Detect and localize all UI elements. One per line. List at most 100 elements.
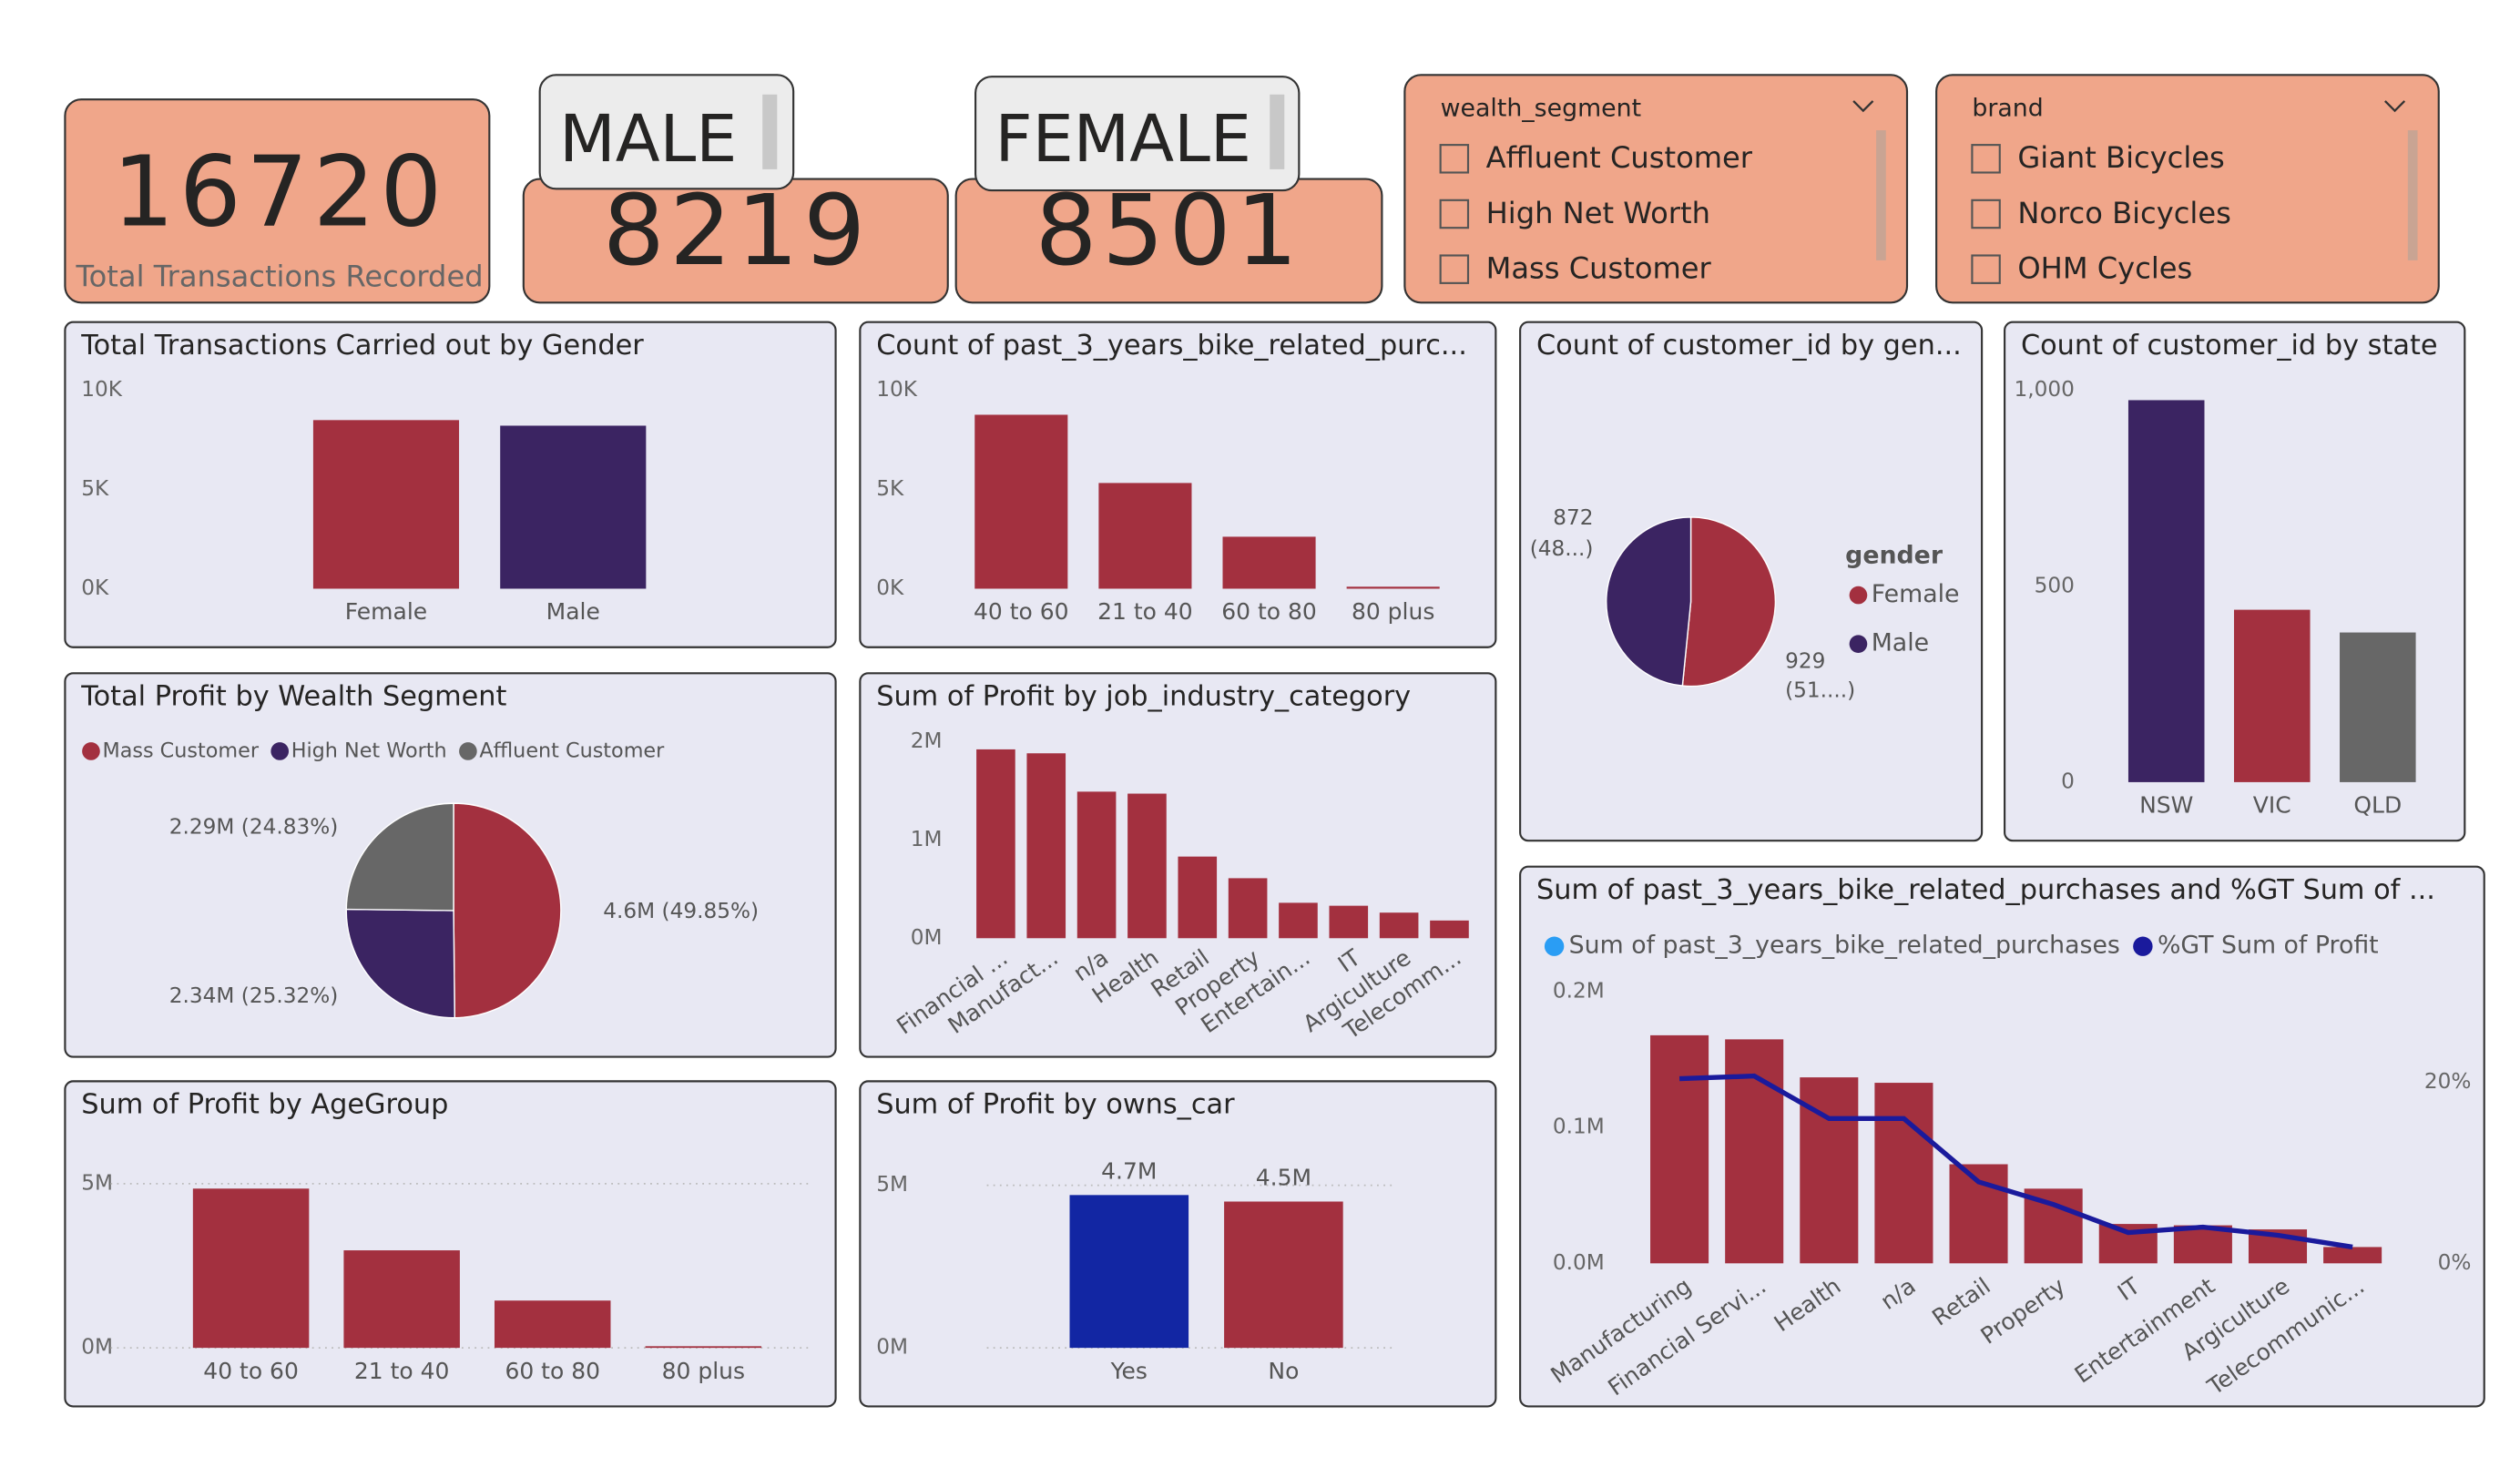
bar	[2340, 632, 2416, 782]
bar	[1127, 793, 1167, 939]
slicer-title: brand	[1972, 94, 2043, 122]
legend-marker	[459, 742, 477, 760]
checkbox[interactable]	[1971, 254, 2001, 284]
data-label: 4.5M	[1256, 1164, 1311, 1190]
y-tick-label: 500	[2035, 573, 2075, 597]
bar	[1228, 878, 1268, 939]
bar	[1098, 483, 1192, 589]
y-tick-label: 0	[2061, 769, 2075, 793]
bar	[500, 425, 647, 589]
y-tick-label: 10K	[876, 377, 918, 402]
slicer-item[interactable]: High Net Worth	[1486, 196, 1710, 230]
bar	[645, 1346, 762, 1349]
y-tick-label: 10K	[81, 377, 123, 402]
card-value: 8219	[603, 175, 871, 288]
y-tick-label: 0K	[81, 576, 109, 600]
line	[1678, 1073, 2353, 1250]
pie-slice	[1606, 516, 1692, 687]
data-label: 929	[1785, 648, 1825, 673]
slicer-item[interactable]: OHM Cycles	[2017, 251, 2192, 286]
slicer-item[interactable]: Norco Bicycles	[2017, 196, 2230, 230]
x-tick-label: VIC	[2253, 792, 2291, 819]
bar	[343, 1250, 460, 1349]
legend-label: Mass Customer	[102, 739, 259, 762]
x-tick-label: Male	[546, 598, 600, 625]
pie-slice	[345, 908, 455, 1019]
slicer-item[interactable]: Affluent Customer	[1486, 140, 1753, 175]
slicer-item[interactable]: Giant Bicycles	[2017, 140, 2224, 175]
bar	[1430, 920, 1469, 939]
chart-title: Count of past_3_years_bike_related_purc.…	[876, 330, 1467, 362]
pie-slice	[1681, 516, 1777, 688]
y-tick-label: 0.2M	[1553, 979, 1605, 1004]
bar	[1178, 856, 1218, 939]
scroll	[1270, 94, 1285, 169]
legend-marker	[1849, 635, 1868, 653]
chart-title: Sum of past_3_years_bike_related_purchas…	[1536, 874, 2435, 906]
data-label: 872	[1553, 505, 1593, 530]
checkbox[interactable]	[1971, 199, 2001, 229]
x-tick-label: 80 plus	[662, 1358, 745, 1384]
x-tick-label: NSW	[2139, 792, 2193, 819]
legend-label: High Net Worth	[291, 739, 447, 762]
checkbox[interactable]	[1971, 144, 2001, 174]
data-label: (48...)	[1530, 536, 1594, 561]
slicer	[1403, 74, 1909, 304]
chart-title: Total Transactions Carried out by Gender	[80, 330, 644, 362]
legend-marker	[2133, 936, 2153, 956]
y-tick-label: 1M	[911, 827, 943, 851]
bar	[1222, 536, 1316, 589]
x-tick-label: 60 to 80	[505, 1358, 600, 1384]
card-value: 16720	[112, 136, 446, 249]
bar	[312, 420, 460, 589]
legend-label: %GT Sum of Profit	[2158, 932, 2379, 960]
y-tick-label: 5K	[81, 476, 109, 501]
panel	[1519, 865, 2485, 1408]
x-tick-label: Female	[345, 598, 427, 625]
chart-title: Sum of Profit by job_industry_category	[876, 681, 1411, 713]
y2-tick-label: 0%	[2438, 1250, 2472, 1275]
data-label: 4.6M (49.85%)	[603, 899, 759, 923]
checkbox[interactable]	[1439, 199, 1470, 229]
y2-tick-label: 20%	[2424, 1069, 2472, 1094]
bar	[2323, 1247, 2382, 1264]
slicer-item[interactable]: Mass Customer	[1486, 251, 1712, 286]
slicer	[1935, 74, 2440, 304]
legend-marker	[82, 742, 100, 760]
chart-title: Count of customer_id by gen...	[1536, 330, 1962, 362]
y-tick-label: 0M	[81, 1335, 113, 1360]
checkbox[interactable]	[1439, 144, 1470, 174]
pie-slice	[345, 802, 454, 912]
bar	[1379, 912, 1419, 939]
data-label: 2.29M (24.83%)	[169, 814, 339, 839]
label-box	[974, 76, 1301, 192]
y-tick-label: 1,000	[2014, 377, 2074, 402]
checkbox[interactable]	[1439, 254, 1470, 284]
x-tick-label: 80 plus	[1352, 598, 1434, 625]
x-tick-label: No	[1268, 1358, 1299, 1384]
legend-label: Affluent Customer	[479, 739, 665, 762]
data-label: 4.7M	[1101, 1157, 1157, 1184]
y-tick-label: 0.0M	[1553, 1250, 1605, 1275]
bar	[494, 1300, 611, 1349]
x-tick-label: 21 to 40	[354, 1358, 450, 1384]
legend-marker	[270, 742, 290, 760]
chart-title: Total Profit by Wealth Segment	[80, 681, 506, 713]
legend-label: Female	[1872, 580, 1960, 608]
chevron[interactable]	[2384, 100, 2406, 113]
bar	[1346, 586, 1440, 589]
x-tick-label: 40 to 60	[203, 1358, 299, 1384]
chevron[interactable]	[1852, 100, 1874, 113]
y-tick-label: 0M	[911, 925, 943, 950]
scrollbar	[2407, 130, 2418, 260]
panel	[859, 672, 1497, 1058]
bar	[192, 1188, 310, 1349]
bar	[1650, 1034, 1709, 1264]
scroll	[762, 94, 778, 169]
legend-marker	[1849, 586, 1868, 605]
card-title: FEMALE	[995, 101, 1251, 177]
bar	[1329, 905, 1369, 939]
card-value: 8501	[1036, 175, 1303, 288]
